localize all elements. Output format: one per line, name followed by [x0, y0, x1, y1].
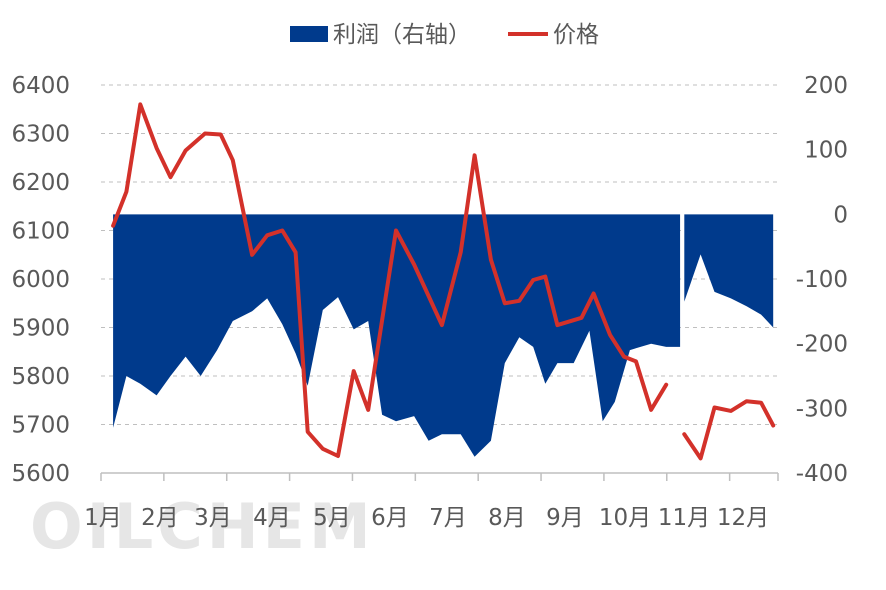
price-line: [682, 399, 776, 461]
left-axis-tick-label: 6200: [11, 170, 70, 196]
x-axis-tick-label: 3月: [194, 505, 232, 531]
x-axis-tick-label: 7月: [429, 505, 467, 531]
x-axis-tick-label: 6月: [371, 505, 409, 531]
right-axis-tick-label: -200: [796, 332, 848, 358]
watermark: OILCHEM: [30, 490, 375, 563]
right-axis-tick-label: 100: [804, 138, 848, 164]
x-axis-tick-label: 1月: [84, 505, 122, 531]
x-axis-tick-label: 9月: [546, 505, 584, 531]
right-axis-tick-label: -100: [796, 267, 848, 293]
right-axis-tick-label: 0: [833, 202, 848, 228]
legend-label-price: 价格: [553, 22, 599, 48]
right-axis-tick-label: 200: [804, 73, 848, 99]
legend-swatch-profit: [290, 26, 328, 42]
left-axis-tick-label: 5600: [11, 461, 70, 487]
profit-area: [113, 214, 681, 457]
left-axis-tick-label: 6400: [11, 73, 70, 99]
left-axis-tick-label: 6000: [11, 267, 70, 293]
profit-area-series: [113, 214, 774, 457]
left-axis-tick-label: 5700: [11, 413, 70, 439]
right-axis-tick-label: -400: [796, 461, 848, 487]
left-axis-tick-label: 6100: [11, 219, 70, 245]
x-axis-tick-label: 12月: [717, 505, 769, 531]
left-axis-tick-label: 5800: [11, 364, 70, 390]
left-axis-tick-label: 6300: [11, 122, 70, 148]
price-line: [111, 102, 669, 458]
legend-label-profit: 利润（右轴）: [333, 22, 471, 48]
axes: 5600 5700 5800 5900 6000 6100 6200 6300 6400 -400…: [11, 73, 848, 531]
x-axis-tick-label: 2月: [141, 505, 179, 531]
x-axis-tick-label: 11月: [658, 505, 710, 531]
x-axis-tick-label: 8月: [488, 505, 526, 531]
legend: 利润（右轴） 价格: [290, 22, 599, 48]
right-axis-tick-label: -300: [796, 396, 848, 422]
left-axis-tick-label: 5900: [11, 316, 70, 342]
price-line-series: [111, 102, 776, 461]
x-axis-tick-label: 10月: [599, 505, 651, 531]
x-axis-tick-label: 5月: [313, 505, 351, 531]
x-axis-tick-label: 4月: [253, 505, 291, 531]
profit-area: [684, 214, 774, 328]
